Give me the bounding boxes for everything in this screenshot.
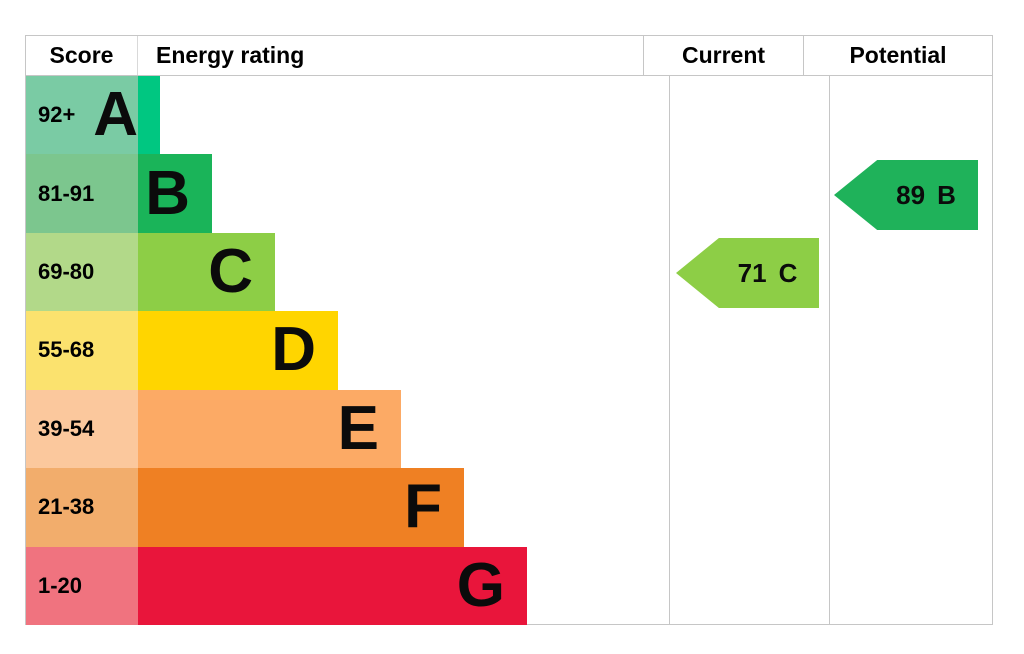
- band-bar-e: E: [138, 389, 401, 469]
- band-bar-c: C: [138, 232, 275, 312]
- band-row-f: 21-38 F: [26, 468, 669, 547]
- band-bar-g: G: [138, 546, 527, 625]
- score-range-c: 69-80: [26, 232, 138, 312]
- band-bar-f: F: [138, 468, 464, 547]
- header-score: Score: [26, 36, 138, 75]
- score-range-b: 81-91: [26, 154, 138, 233]
- band-bar-a: A: [93, 76, 160, 155]
- potential-score-value: 89: [896, 179, 926, 210]
- potential-column-divider: [829, 76, 830, 625]
- potential-rating-arrow: 89 B: [834, 160, 978, 230]
- potential-rating-letter: B: [937, 179, 956, 210]
- current-rating-arrow: 71 C: [676, 238, 819, 308]
- score-range-d: 55-68: [26, 311, 138, 390]
- header-energy-rating: Energy rating: [138, 36, 644, 75]
- band-row-b: 81-91 B: [26, 154, 669, 233]
- band-bar-d: D: [138, 311, 338, 390]
- score-range-a: 92+: [26, 76, 138, 155]
- current-rating-letter: C: [778, 257, 798, 288]
- band-bar-b: B: [138, 154, 212, 233]
- band-rows: 92+ A 81-91 B 69-80 C 55-68 D 39-54 E 21…: [26, 76, 669, 625]
- score-range-e: 39-54: [26, 389, 138, 469]
- chart-body: 92+ A 81-91 B 69-80 C 55-68 D 39-54 E 21…: [26, 76, 992, 625]
- score-range-g: 1-20: [26, 546, 138, 625]
- band-row-g: 1-20 G: [26, 546, 669, 625]
- band-row-e: 39-54 E: [26, 389, 669, 469]
- score-range-f: 21-38: [26, 468, 138, 547]
- current-score-value: 71: [737, 257, 767, 288]
- epc-rating-chart: Score Energy rating Current Potential 92…: [25, 35, 993, 625]
- band-row-a: 92+ A: [26, 76, 669, 155]
- header-current: Current: [644, 36, 804, 75]
- header-potential: Potential: [849, 42, 947, 68]
- band-row-c: 69-80 C: [26, 232, 669, 312]
- current-column-divider: [669, 76, 670, 625]
- band-row-d: 55-68 D: [26, 311, 669, 390]
- chart-header-row: Score Energy rating Current Potential: [26, 36, 992, 76]
